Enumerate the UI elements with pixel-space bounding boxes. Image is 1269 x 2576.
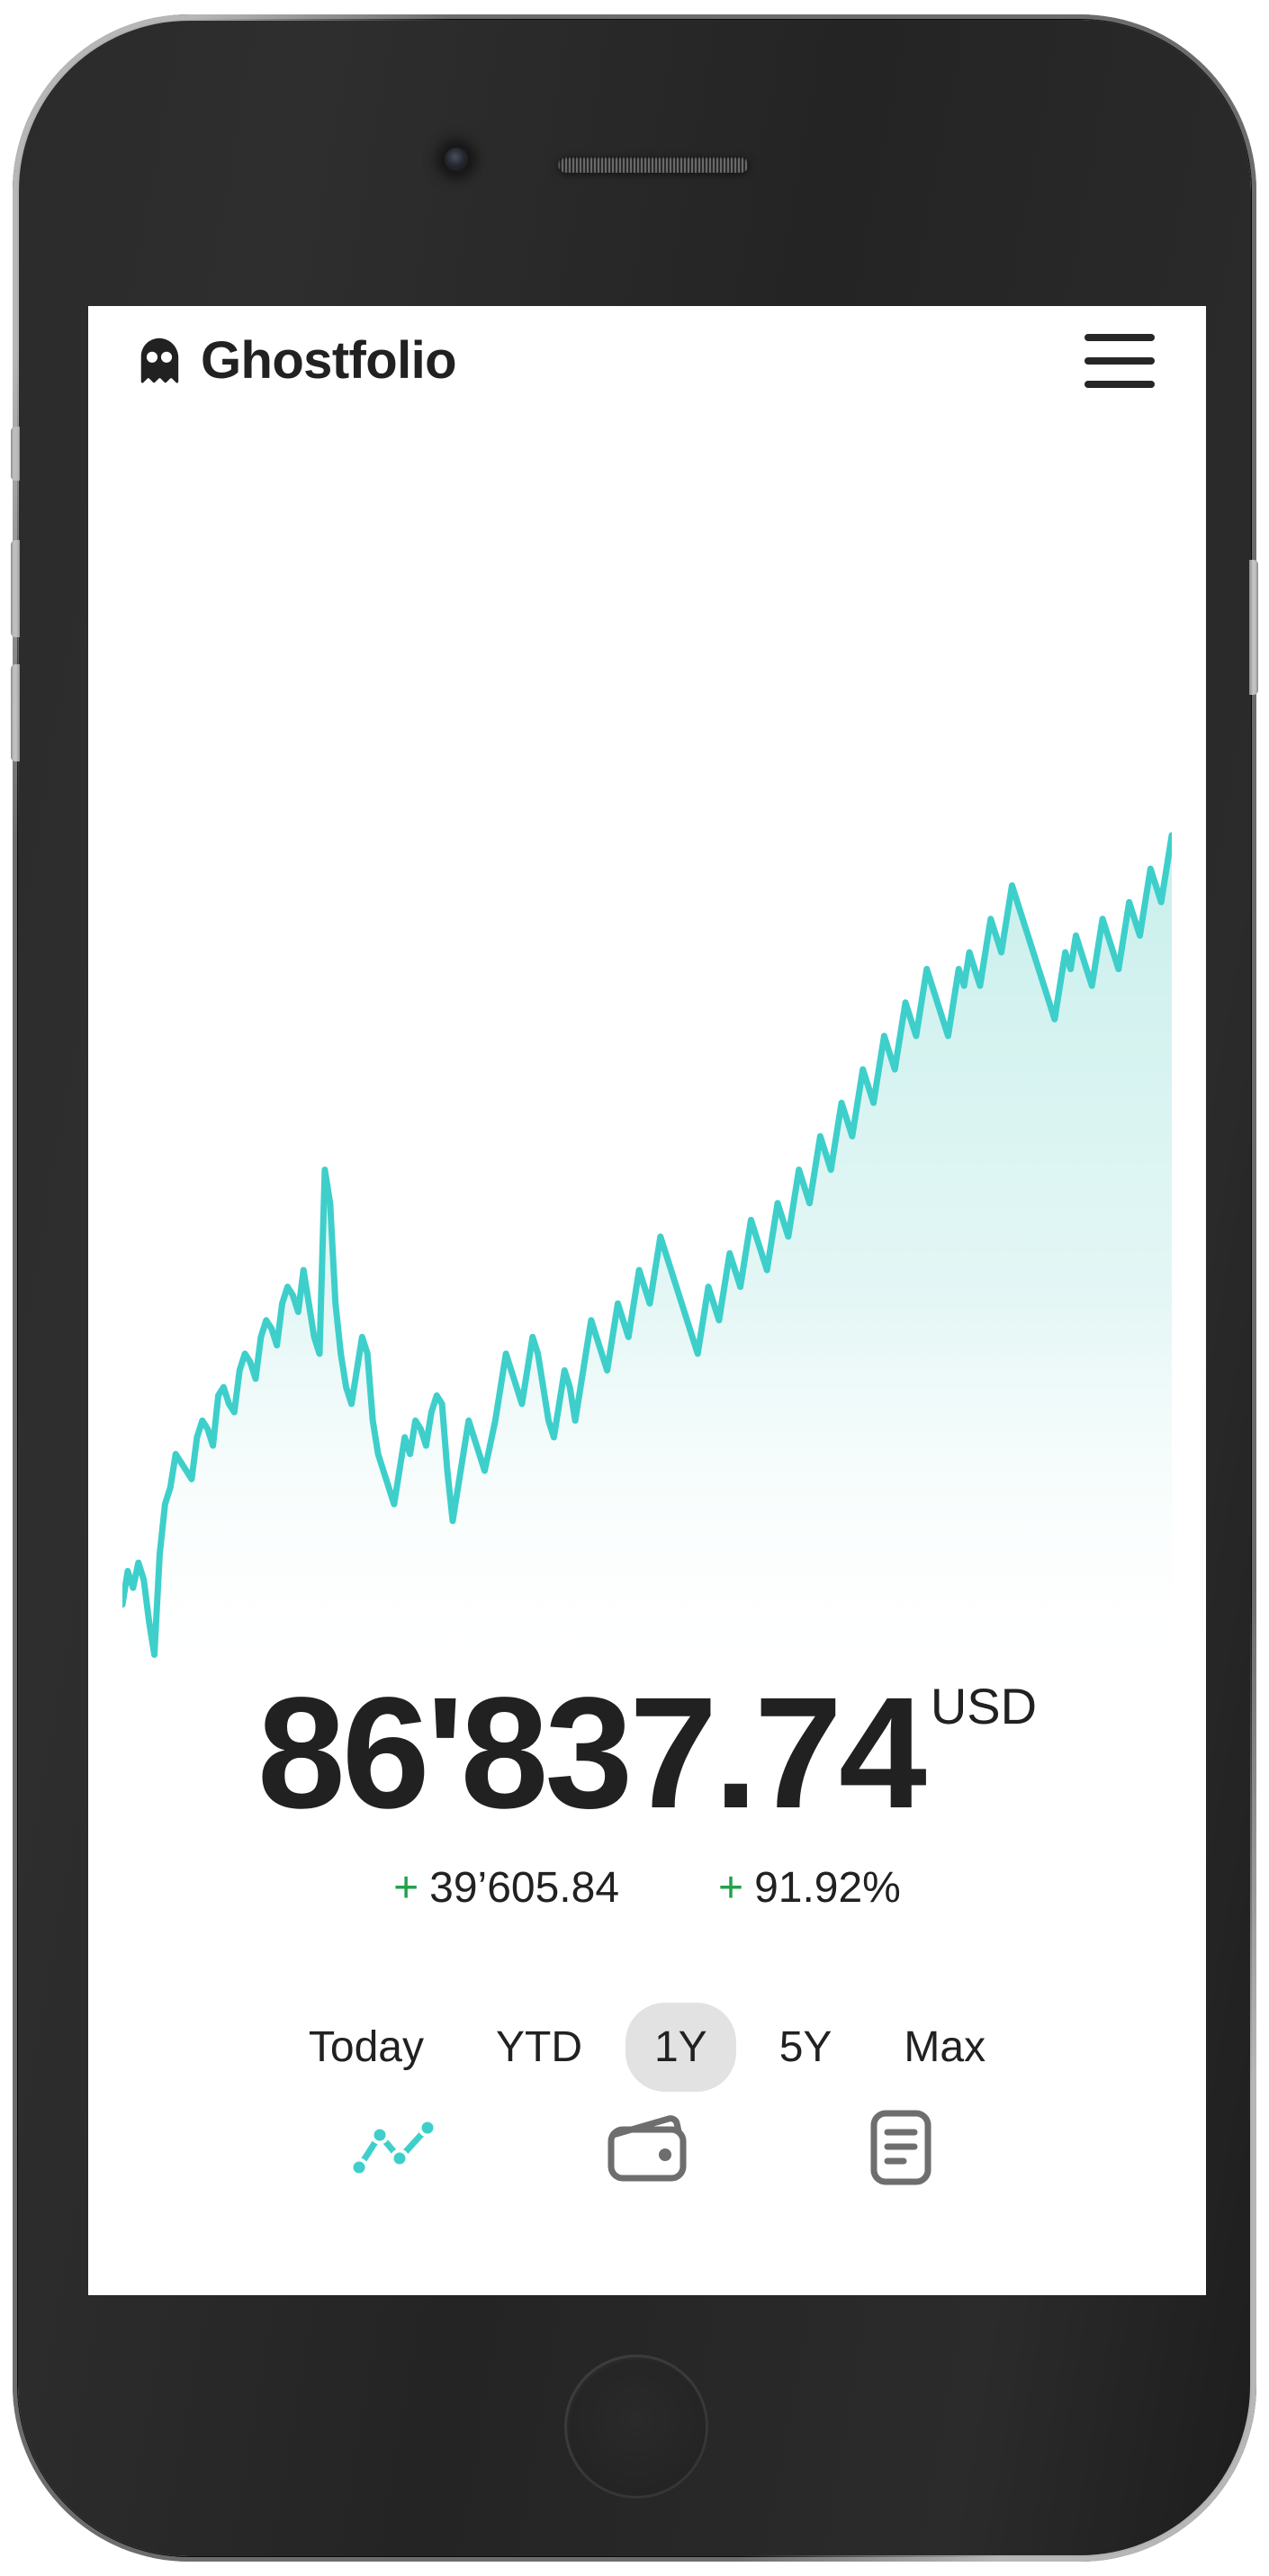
phone-device-frame: Ghostfolio (11, 20, 1258, 2556)
home-button-icon[interactable] (564, 2355, 708, 2499)
earpiece-speaker-icon (558, 157, 749, 173)
change-absolute-sign: + (393, 1864, 419, 1912)
change-absolute-value: 39’605.84 (429, 1864, 620, 1912)
date-range-tabs: Today YTD 1Y 5Y Max (88, 2003, 1206, 2092)
portfolio-value-row: 86'837.74 USD (88, 1674, 1206, 1833)
range-tab-1y[interactable]: 1Y (625, 2003, 736, 2092)
portfolio-change-row: + 39’605.84 + 91.92% (88, 1863, 1206, 1913)
range-tab-max[interactable]: Max (904, 2023, 986, 2071)
line-chart-icon (350, 2115, 436, 2180)
app-header: Ghostfolio (88, 306, 1206, 416)
brand-name: Ghostfolio (201, 331, 457, 390)
ghost-icon (135, 337, 184, 385)
range-tab-ytd[interactable]: YTD (495, 2023, 582, 2071)
app-screen: Ghostfolio (88, 306, 1206, 2295)
chart-line (122, 832, 1172, 1658)
menu-bar-2 (1084, 357, 1155, 365)
range-tab-5y[interactable]: 5Y (778, 2023, 832, 2071)
change-percent-value: 91.92% (754, 1864, 901, 1912)
front-camera-icon (445, 148, 468, 171)
bottom-navigation (88, 2106, 1206, 2189)
change-absolute: + 39’605.84 (393, 1863, 619, 1913)
hamburger-menu-icon[interactable] (1076, 322, 1163, 400)
wallet-icon (606, 2112, 688, 2184)
change-percent-sign: + (718, 1864, 744, 1912)
menu-bar-3 (1084, 381, 1155, 388)
portfolio-summary: 86'837.74 USD + 39’605.84 + 91.92% (88, 1674, 1206, 1913)
portfolio-value-chart[interactable] (122, 828, 1172, 1688)
document-icon (868, 2108, 934, 2187)
nav-item-overview[interactable] (344, 2106, 443, 2189)
menu-bar-1 (1084, 334, 1155, 341)
device-metal-rim-inner (13, 14, 1256, 2562)
portfolio-value: 86'837.74 (256, 1665, 927, 1842)
brand-logo[interactable]: Ghostfolio (135, 331, 457, 390)
chart-area-fill (122, 835, 1172, 1688)
change-percent: + 91.92% (718, 1863, 901, 1913)
nav-item-accounts[interactable] (851, 2106, 950, 2189)
portfolio-currency: USD (930, 1678, 1038, 1734)
nav-item-portfolio[interactable] (598, 2106, 697, 2189)
range-tab-today[interactable]: Today (308, 2023, 424, 2071)
